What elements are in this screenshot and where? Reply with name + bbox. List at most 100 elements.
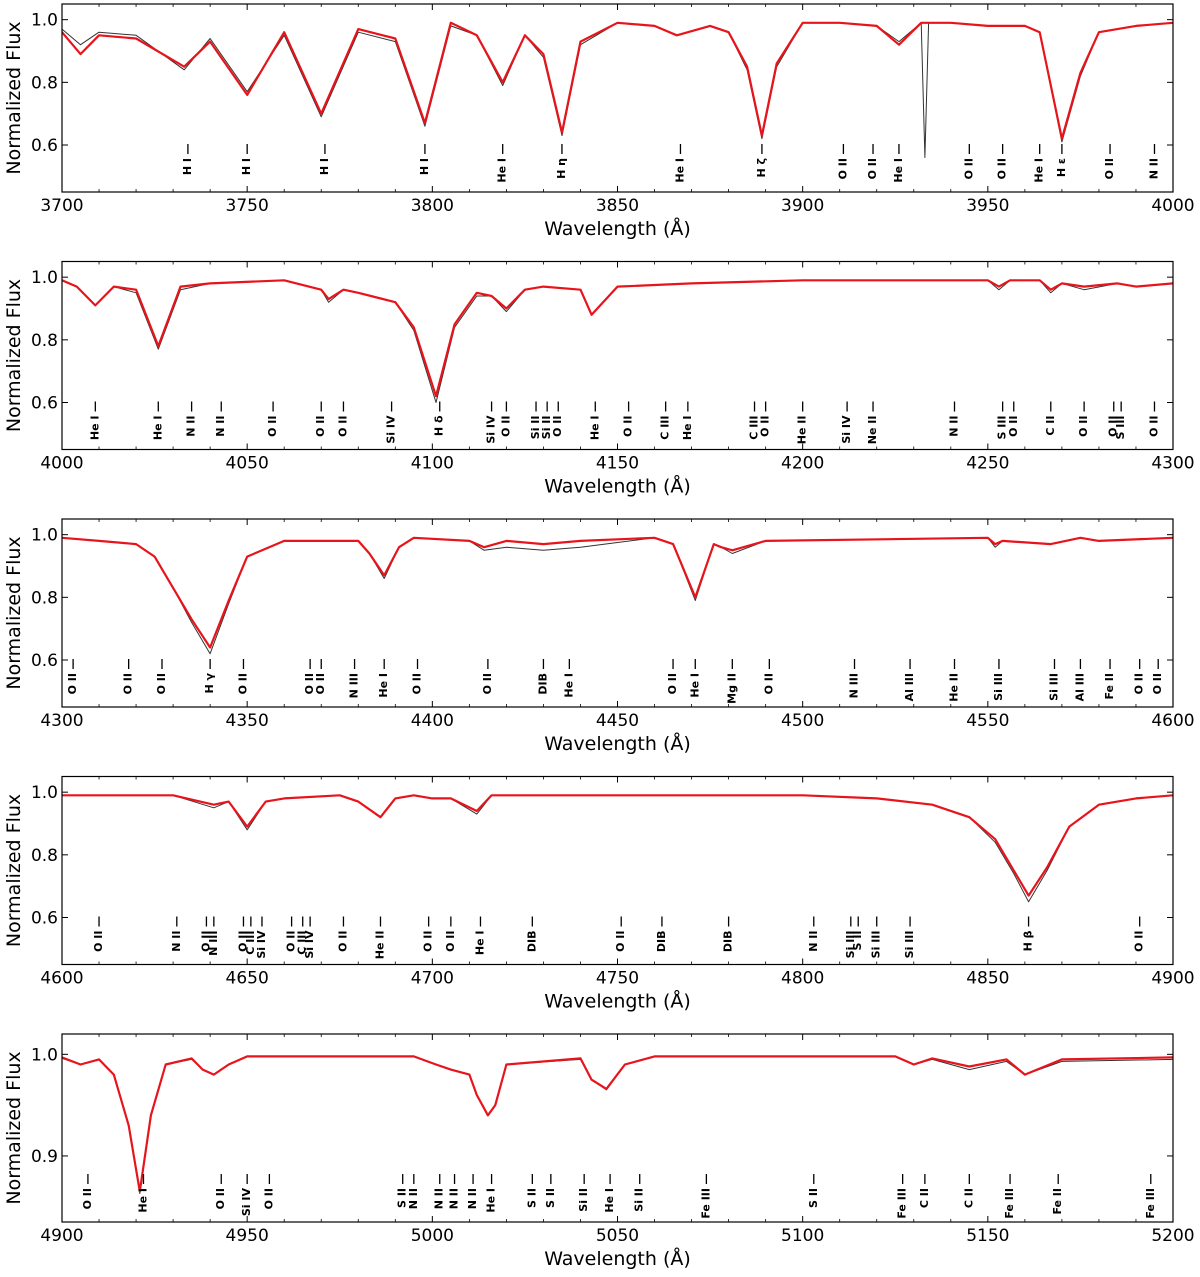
x-tick-label: 4850 — [966, 969, 1009, 989]
line-id-label: Si IV — [385, 415, 398, 444]
line-id-label: H I — [240, 158, 253, 175]
x-axis-label: Wavelength (Å) — [544, 1247, 691, 1270]
line-id-label: O II — [237, 931, 250, 952]
line-id-label: S III — [1114, 416, 1127, 440]
x-tick-label: 4050 — [226, 454, 269, 474]
line-id-label: O II — [481, 673, 494, 694]
y-tick-label: 0.9 — [31, 1147, 58, 1167]
line-id-label: S II — [525, 1188, 538, 1208]
line-id-label: C II — [918, 1188, 931, 1208]
line-id-label: O II — [314, 416, 327, 437]
line-id-label: Si III — [992, 673, 1005, 701]
line-id-label: N II — [170, 931, 183, 952]
x-tick-label: 4800 — [781, 969, 824, 989]
line-id-label: O II — [266, 416, 279, 437]
line-id-label: He I — [151, 416, 164, 441]
line-id-label: S II — [544, 1188, 557, 1208]
line-id-label: O II — [1103, 158, 1116, 179]
line-id-label: He I — [137, 1188, 150, 1213]
x-tick-label: 5000 — [411, 1226, 454, 1246]
line-id-label: O II — [337, 931, 350, 952]
line-id-label: O II — [444, 931, 457, 952]
line-id-label: N II — [448, 1188, 461, 1209]
x-tick-label: 4300 — [40, 711, 83, 731]
line-id-label: O II — [499, 416, 512, 437]
x-tick-label: 3900 — [781, 196, 824, 216]
line-id-label: H I — [181, 158, 194, 175]
line-id-label: O II — [66, 673, 79, 694]
line-id-label: O II — [762, 673, 775, 694]
observed-spectrum-line — [62, 279, 1173, 403]
line-id-label: N III — [848, 673, 861, 698]
x-tick-label: 4250 — [966, 454, 1009, 474]
y-axis-label: Normalized Flux — [3, 279, 25, 432]
line-id-label: Fe III — [1003, 1188, 1016, 1219]
y-axis-label: Normalized Flux — [3, 21, 25, 174]
line-id-label: O II — [1077, 416, 1090, 437]
line-id-label: C III — [296, 931, 309, 955]
line-id-label: He II — [796, 416, 809, 445]
x-tick-label: 3750 — [226, 196, 269, 216]
line-id-label: He I — [496, 158, 509, 183]
model-spectrum-line — [62, 794, 1173, 897]
line-id-label: Si III — [870, 931, 883, 959]
line-id-label: He I — [681, 416, 694, 441]
line-id-label: Fe III — [1144, 1188, 1157, 1219]
x-tick-label: 4550 — [966, 711, 1009, 731]
x-tick-label: 4300 — [1151, 454, 1194, 474]
x-tick-label: 5050 — [596, 1226, 639, 1246]
line-id-label: Si III — [844, 931, 857, 959]
line-id-label: O II — [551, 416, 564, 437]
model-spectrum-line — [62, 1055, 1173, 1193]
line-id-label: Si III — [1048, 673, 1061, 701]
line-id-label: Si III — [903, 931, 916, 959]
line-id-label: He I — [485, 1188, 498, 1213]
line-id-label: O II — [1007, 416, 1020, 437]
x-tick-label: 4700 — [411, 969, 454, 989]
line-id-label: N II — [807, 931, 820, 952]
y-tick-label: 0.8 — [31, 588, 58, 608]
x-tick-label: 4200 — [781, 454, 824, 474]
x-tick-label: 4600 — [1151, 711, 1194, 731]
x-axis-label: Wavelength (Å) — [544, 732, 691, 755]
model-spectrum-line — [62, 279, 1173, 398]
line-id-label: O II — [666, 673, 679, 694]
y-tick-label: 0.8 — [31, 73, 58, 93]
line-id-label: O II — [996, 158, 1009, 179]
line-id-label: Fe III — [699, 1188, 712, 1219]
x-tick-label: 5200 — [1151, 1226, 1194, 1246]
y-tick-label: 0.6 — [31, 651, 58, 671]
line-id-label: He I — [377, 673, 390, 698]
line-id-label: O II — [1133, 673, 1146, 694]
line-id-label: N II — [433, 1188, 446, 1209]
line-id-label: O II — [759, 416, 772, 437]
x-tick-label: 4100 — [411, 454, 454, 474]
line-id-label: He I — [1033, 158, 1046, 183]
x-tick-label: 4950 — [226, 1226, 269, 1246]
line-id-label: Al III — [903, 673, 916, 701]
y-tick-label: 0.6 — [31, 394, 58, 414]
x-tick-label: 3800 — [411, 196, 454, 216]
line-id-label: S II — [807, 1188, 820, 1208]
line-id-label: Si II — [529, 416, 542, 440]
x-tick-label: 4750 — [596, 969, 639, 989]
line-id-label: N II — [407, 1188, 420, 1209]
x-tick-label: 4000 — [40, 454, 83, 474]
observed-spectrum-line — [62, 537, 1173, 655]
line-id-label: O II — [411, 673, 424, 694]
line-id-label: H ζ — [755, 158, 768, 178]
observed-spectrum-line — [62, 22, 1173, 158]
line-id-label: H I — [318, 158, 331, 175]
line-id-label: O II — [337, 416, 350, 437]
line-id-label: H δ — [433, 415, 446, 436]
y-axis-label: Normalized Flux — [3, 1051, 25, 1204]
line-id-label: DIB — [525, 931, 538, 953]
line-id-label: N II — [214, 416, 227, 437]
observed-spectrum-line — [62, 794, 1173, 903]
line-id-label: N II — [1148, 158, 1161, 179]
line-id-label: O II — [122, 673, 135, 694]
